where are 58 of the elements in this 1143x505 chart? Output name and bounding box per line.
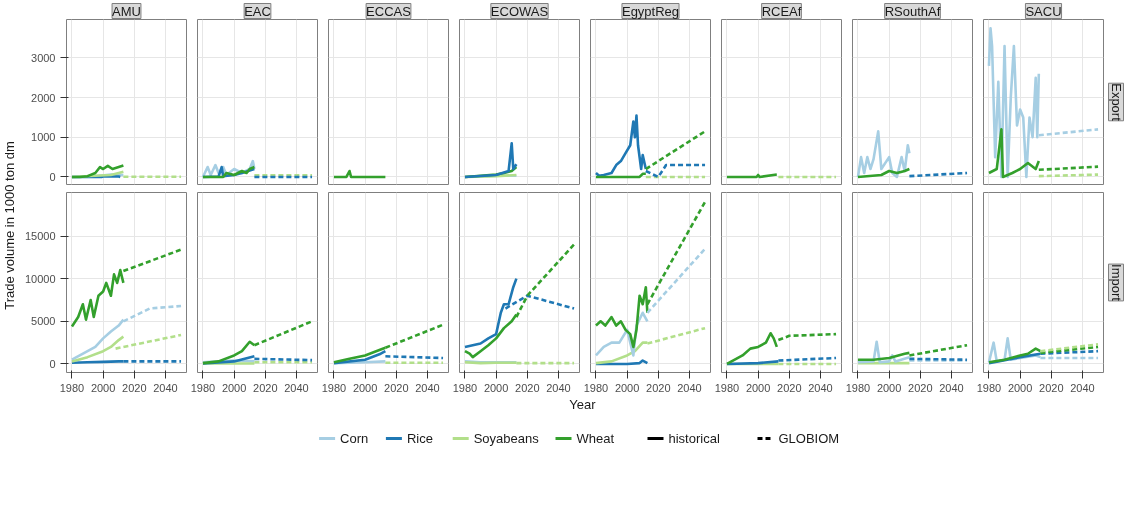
y-tick-label: 0	[49, 357, 56, 370]
x-tick-label: 1980	[452, 381, 478, 394]
y-tick-label: 2000	[31, 91, 56, 104]
x-tick-label: 1980	[976, 381, 1002, 394]
chart-title: AMU	[112, 3, 141, 19]
x-tick-label: 2000	[614, 381, 640, 394]
x-tick-label: 1980	[190, 381, 216, 394]
x-tick-label: 2040	[677, 381, 702, 394]
x-tick-label: 2040	[1070, 381, 1095, 394]
y-tick-label: 3000	[31, 51, 56, 64]
x-tick-label: 2020	[253, 381, 278, 394]
y2-axis-title: Export	[1108, 83, 1124, 122]
x-tick-label: 2000	[876, 381, 902, 394]
chart-title: SACU	[1025, 3, 1062, 19]
x-tick-label: 2020	[515, 381, 540, 394]
x-tick-label: 2040	[153, 381, 178, 394]
x-tick-label: 2020	[1039, 381, 1064, 394]
x-tick-label: 2020	[646, 381, 671, 394]
x-tick-label: 2020	[122, 381, 147, 394]
legend-label: Corn	[340, 431, 369, 446]
text: GLOBIOM	[778, 431, 840, 446]
y-tick-label: 1000	[31, 131, 56, 144]
y2-axis-title: Import	[1108, 264, 1124, 302]
x-tick-label: 2000	[483, 381, 509, 394]
y-tick-label: 5000	[31, 315, 56, 328]
chart-title: EgyptReg	[621, 3, 680, 19]
chart-title: RSouthAf	[884, 3, 941, 19]
y-tick-label: 10000	[24, 272, 56, 285]
x-tick-label: 1980	[845, 381, 871, 394]
x-tick-label: 2000	[745, 381, 771, 394]
x-tick-label: 2040	[284, 381, 309, 394]
x-tick-label: 1980	[714, 381, 740, 394]
y-tick-label: 15000	[24, 230, 56, 243]
chart-title: EAC	[244, 3, 271, 19]
chart-title: ECCAS	[366, 3, 412, 19]
x-tick-label: 2020	[777, 381, 802, 394]
x-tick-label: 2040	[546, 381, 571, 394]
legend-label: Soyabeans	[473, 431, 540, 446]
chart-title: ECOWAS	[490, 3, 549, 19]
x-tick-label: 2040	[939, 381, 964, 394]
text: historical	[668, 431, 720, 446]
legend-label: Wheat	[576, 431, 615, 446]
y-axis-title: Trade volume in 1000 ton dm	[2, 141, 17, 310]
x-tick-label: 2000	[352, 381, 378, 394]
y-tick-label: 0	[49, 170, 56, 183]
x-tick-label: 1980	[59, 381, 85, 394]
x-tick-label: 2000	[221, 381, 247, 394]
x-tick-label: 2040	[415, 381, 440, 394]
chart-title: RCEAf	[761, 3, 802, 19]
x-tick-label: 1980	[321, 381, 347, 394]
x-tick-label: 2020	[908, 381, 933, 394]
x-tick-label: 2000	[1007, 381, 1033, 394]
legend-label: Rice	[406, 431, 433, 446]
x-tick-label: 2040	[808, 381, 833, 394]
x-axis-title: Year	[569, 397, 597, 412]
x-tick-label: 2000	[90, 381, 116, 394]
x-tick-label: 2020	[384, 381, 409, 394]
x-tick-label: 1980	[583, 381, 609, 394]
